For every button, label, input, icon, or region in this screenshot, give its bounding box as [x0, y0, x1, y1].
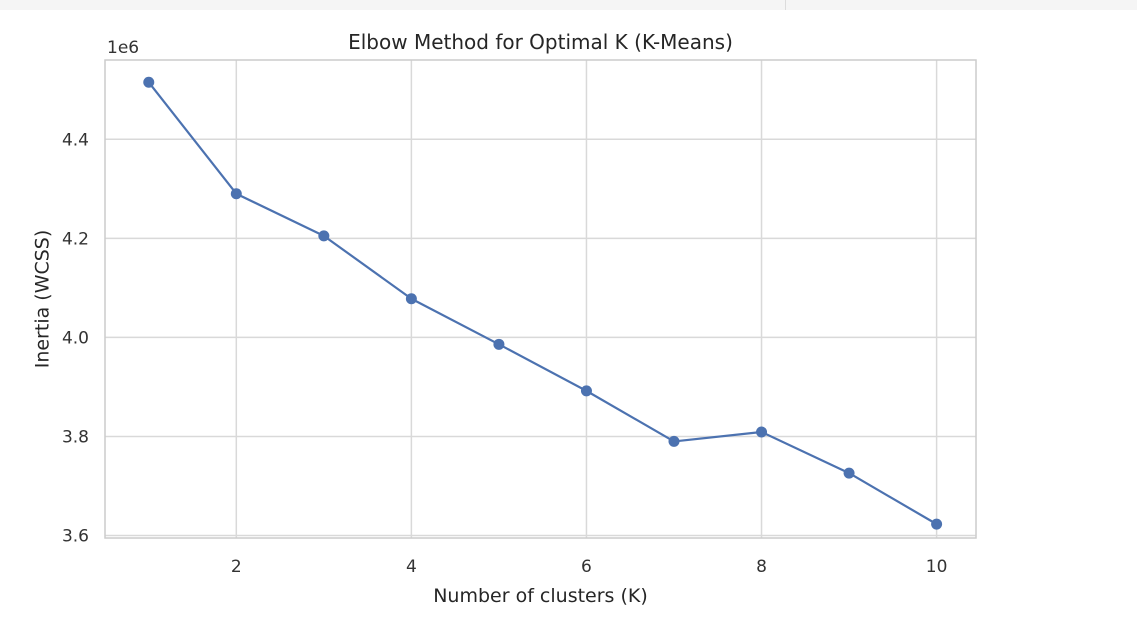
- series-layer: [143, 76, 943, 530]
- top-toolbar-strip: [0, 0, 1137, 10]
- y-offset-label: 1e6: [107, 38, 139, 58]
- x-axis-label: Number of clusters (K): [433, 585, 648, 607]
- y-tick-label: 4.2: [62, 229, 89, 249]
- data-point: [318, 230, 330, 242]
- data-point: [580, 385, 592, 397]
- data-point: [931, 518, 943, 530]
- data-point: [143, 76, 155, 88]
- x-tick-label: 8: [756, 557, 767, 577]
- top-strip-divider: [785, 0, 786, 10]
- y-tick-label: 3.6: [62, 527, 89, 547]
- data-point: [405, 293, 417, 305]
- grid-lines: [105, 60, 976, 538]
- data-point: [493, 338, 505, 350]
- data-point: [756, 426, 768, 438]
- x-tick-label: 6: [581, 557, 592, 577]
- x-tick-label: 4: [406, 557, 417, 577]
- x-tick-labels: 2 4 6 8 10: [231, 557, 948, 577]
- y-tick-labels: 3.6 3.8 4.0 4.2 4.4: [62, 130, 89, 546]
- chart-title: Elbow Method for Optimal K (K-Means): [348, 30, 733, 54]
- y-tick-label: 4.4: [62, 130, 89, 150]
- data-point: [843, 467, 855, 479]
- y-tick-label: 3.8: [62, 427, 89, 447]
- y-tick-label: 4.0: [62, 328, 89, 348]
- y-axis-label: Inertia (WCSS): [32, 230, 54, 369]
- x-tick-label: 2: [231, 557, 242, 577]
- plot-frame: [104, 59, 977, 539]
- series-line: [147, 81, 938, 526]
- x-tick-label: 10: [926, 557, 948, 577]
- data-point: [230, 188, 242, 200]
- data-point: [668, 435, 680, 447]
